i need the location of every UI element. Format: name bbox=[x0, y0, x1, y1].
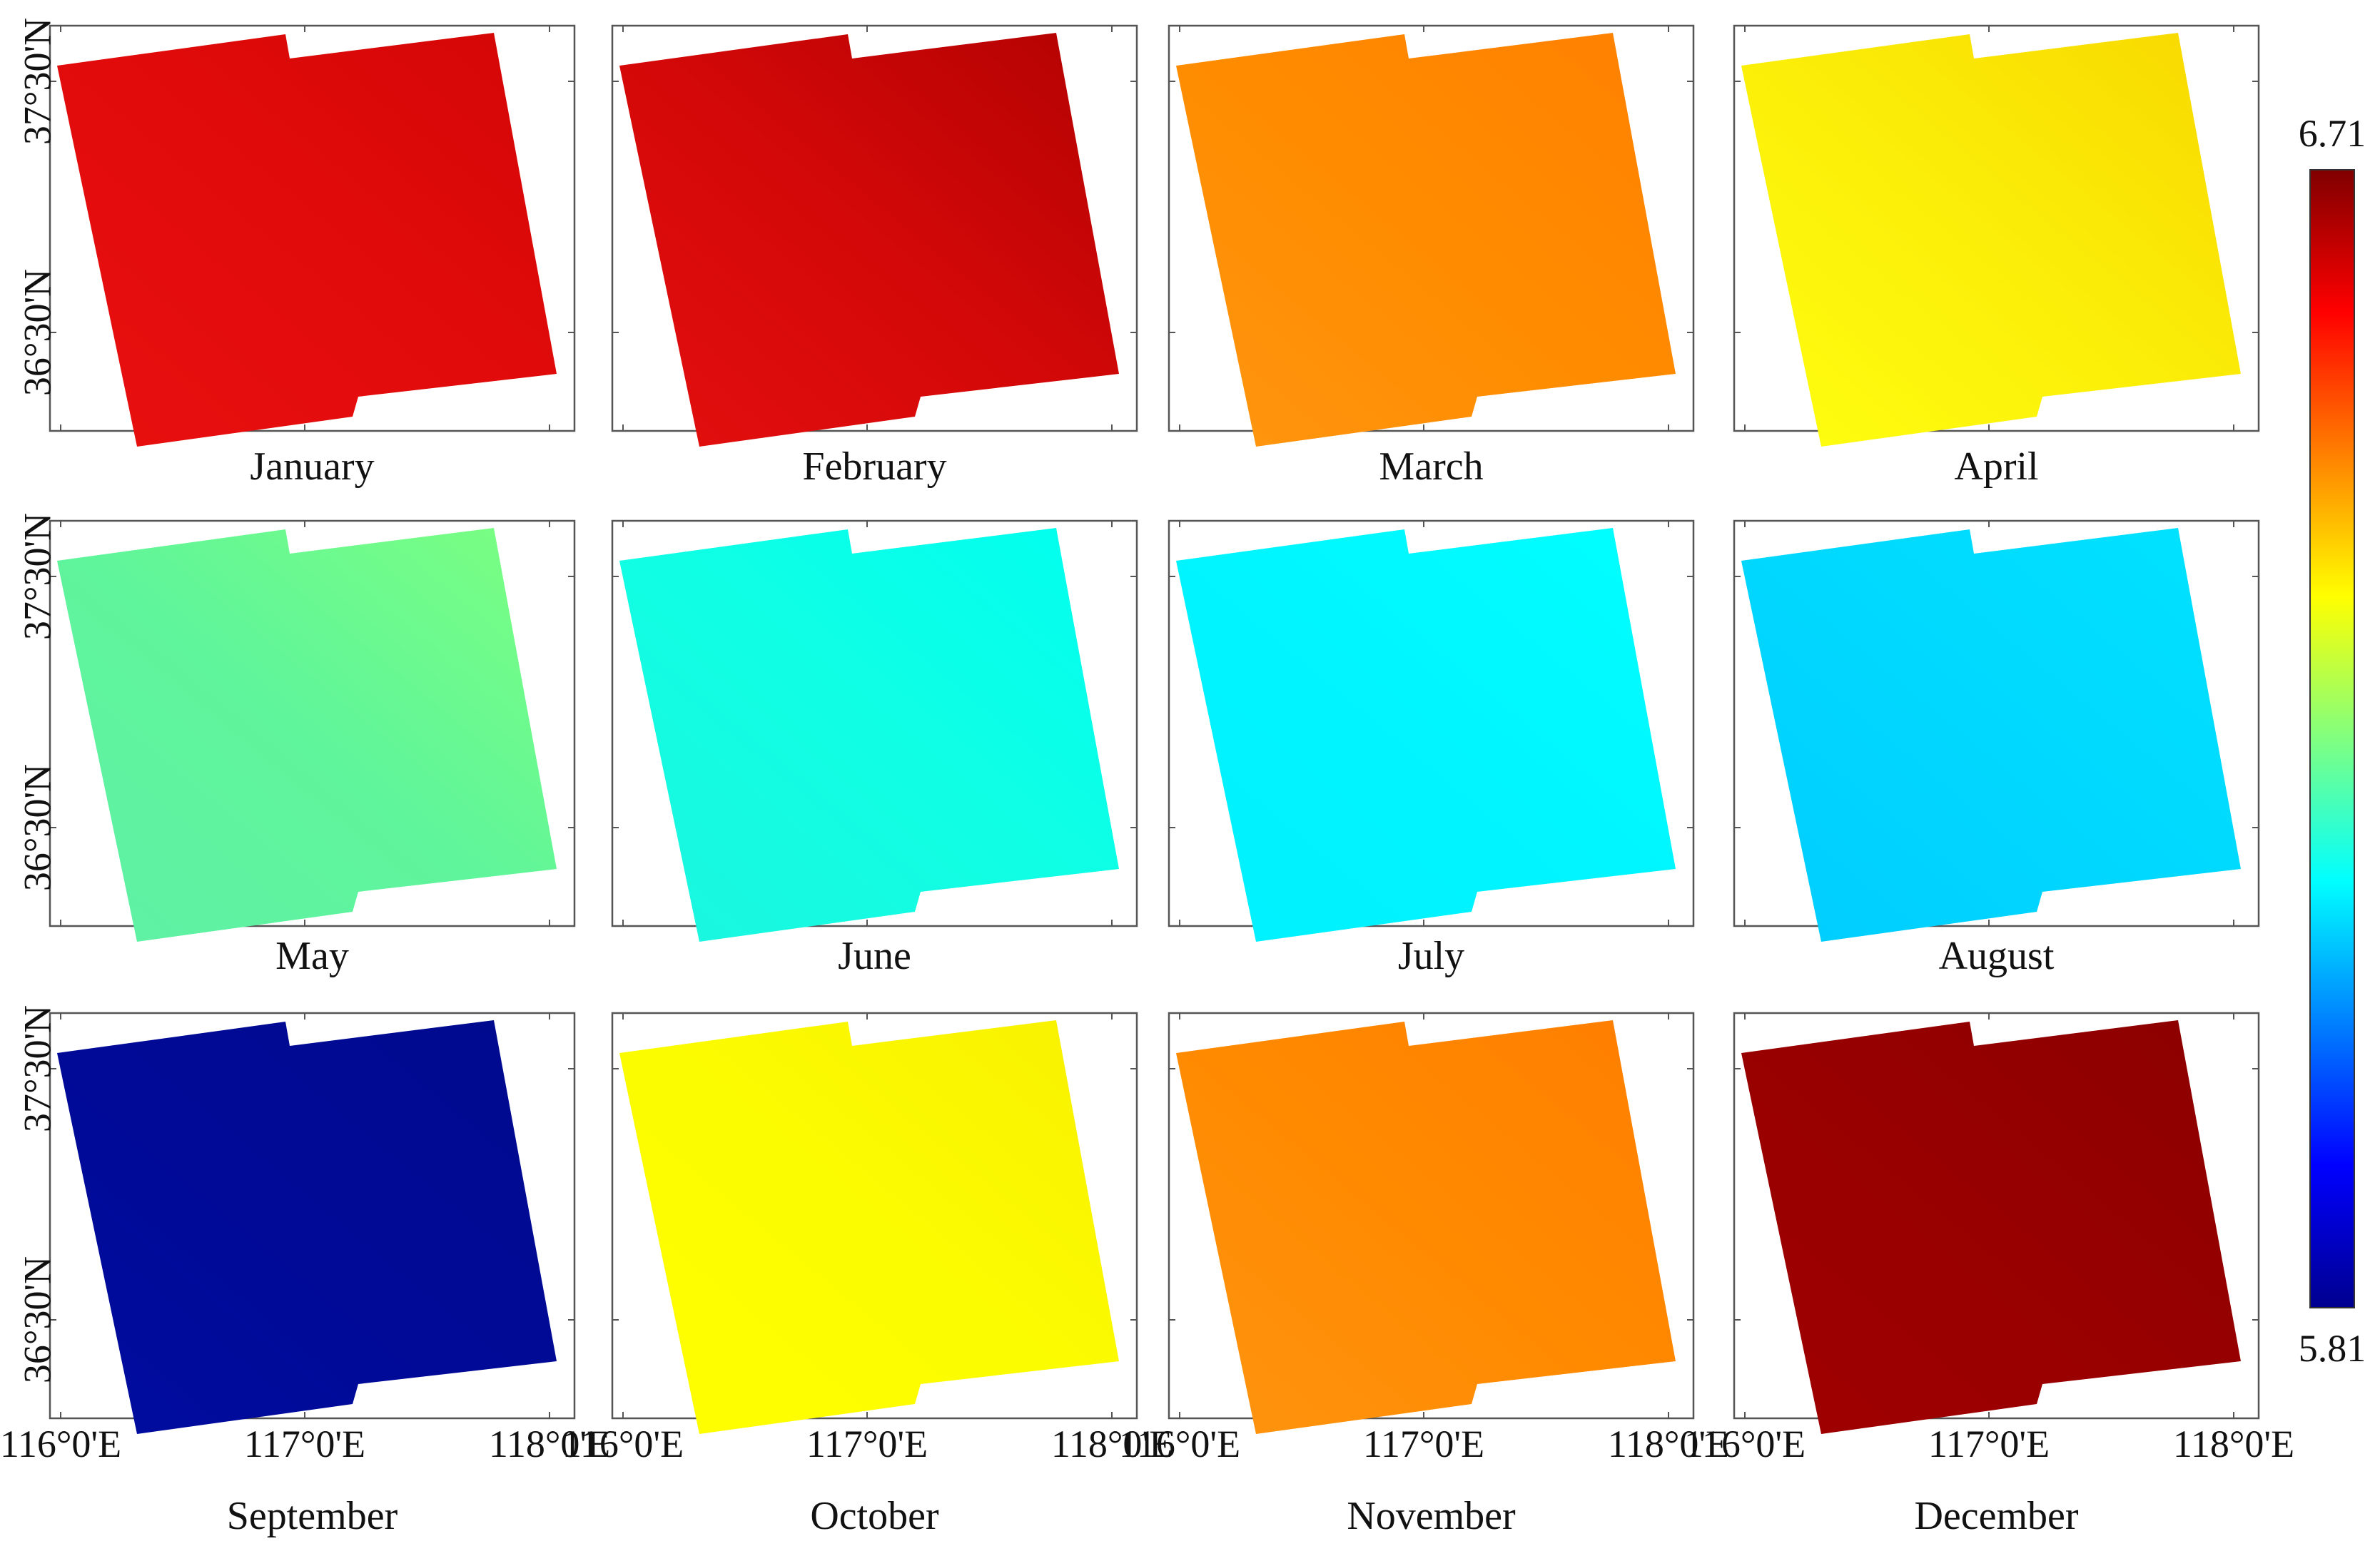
longitude-label: 118°0'E bbox=[489, 1423, 610, 1465]
raster-footprint bbox=[619, 1020, 1119, 1434]
panel-title: March bbox=[1379, 444, 1483, 489]
map-panel-march: March bbox=[1168, 24, 1695, 489]
longitude-label: 116°0'E bbox=[1684, 1423, 1806, 1465]
raster-footprint bbox=[57, 528, 557, 942]
panel-frame bbox=[1733, 519, 2260, 927]
map-panel-september: September 37°30'N 36°30'N 116°0'E 117°0'E 118… bbox=[0, 1005, 610, 1538]
map-panel-october: October 116°0'E 117°0'E 118°0'E bbox=[562, 1012, 1173, 1538]
map-panel-april: April bbox=[1733, 24, 2260, 489]
panel-frame bbox=[1733, 1012, 2260, 1420]
longitude-label: 117°0'E bbox=[1363, 1423, 1484, 1465]
panel-title: July bbox=[1398, 934, 1464, 978]
raster-footprint bbox=[1176, 528, 1676, 942]
panel-title: December bbox=[1914, 1494, 2078, 1538]
panel-title: October bbox=[810, 1494, 939, 1538]
panel-frame bbox=[611, 519, 1138, 927]
panel-frame bbox=[1733, 24, 2260, 432]
panel-frame bbox=[49, 24, 576, 432]
latitude-label: 37°30'N bbox=[16, 513, 59, 640]
raster-footprint bbox=[1741, 1020, 2241, 1434]
raster-footprint bbox=[1176, 33, 1676, 447]
longitude-label: 118°0'E bbox=[1608, 1423, 1729, 1465]
latitude-label: 36°30'N bbox=[16, 1256, 59, 1383]
panel-title: August bbox=[1939, 934, 2055, 978]
longitude-label: 116°0'E bbox=[0, 1423, 121, 1465]
raster-footprint bbox=[619, 33, 1119, 447]
longitude-label: 117°0'E bbox=[806, 1423, 928, 1465]
raster-footprint bbox=[1741, 528, 2241, 942]
panel-frame bbox=[1168, 519, 1695, 927]
longitude-label: 116°0'E bbox=[562, 1423, 684, 1465]
longitude-label: 117°0'E bbox=[244, 1423, 365, 1465]
panel-frame bbox=[611, 1012, 1138, 1420]
map-panel-june: June bbox=[611, 519, 1138, 978]
latitude-label: 37°30'N bbox=[16, 18, 59, 145]
map-panel-february: February bbox=[611, 24, 1138, 489]
panel-frame bbox=[611, 24, 1138, 432]
longitude-label: 118°0'E bbox=[2173, 1423, 2294, 1465]
longitude-label: 116°0'E bbox=[1119, 1423, 1240, 1465]
panel-title: February bbox=[802, 444, 946, 489]
colorbar-max-label: 6.71 bbox=[2299, 112, 2366, 155]
panel-title: May bbox=[275, 934, 349, 978]
panel-frame bbox=[1168, 1012, 1695, 1420]
colorbar bbox=[2309, 169, 2355, 1308]
panel-title: November bbox=[1347, 1494, 1516, 1538]
map-panel-november: November 116°0'E 117°0'E 118°0'E bbox=[1119, 1012, 1729, 1538]
panel-title: January bbox=[250, 444, 374, 489]
map-panel-august: August bbox=[1733, 519, 2260, 978]
longitude-label: 117°0'E bbox=[1928, 1423, 2050, 1465]
panel-title: September bbox=[227, 1494, 398, 1538]
panel-title: June bbox=[838, 934, 911, 978]
latitude-label: 36°30'N bbox=[16, 269, 59, 396]
raster-footprint bbox=[57, 1020, 557, 1434]
raster-footprint bbox=[1741, 33, 2241, 447]
panel-frame bbox=[49, 519, 576, 927]
longitude-label: 118°0'E bbox=[1051, 1423, 1173, 1465]
map-panel-january: January 37°30'N 36°30'N bbox=[16, 18, 576, 489]
map-panel-december: December 116°0'E 117°0'E 118°0'E bbox=[1684, 1012, 2294, 1538]
map-panel-july: July bbox=[1168, 519, 1695, 978]
panel-frame bbox=[1168, 24, 1695, 432]
raster-footprint bbox=[1176, 1020, 1676, 1434]
map-panel-may: May 37°30'N 36°30'N bbox=[16, 513, 576, 978]
latitude-label: 36°30'N bbox=[16, 764, 59, 891]
raster-footprint bbox=[619, 528, 1119, 942]
latitude-label: 37°30'N bbox=[16, 1005, 59, 1132]
raster-footprint bbox=[57, 33, 557, 447]
panel-title: April bbox=[1954, 444, 2038, 489]
colorbar-min-label: 5.81 bbox=[2299, 1327, 2366, 1370]
panel-frame bbox=[49, 1012, 576, 1420]
